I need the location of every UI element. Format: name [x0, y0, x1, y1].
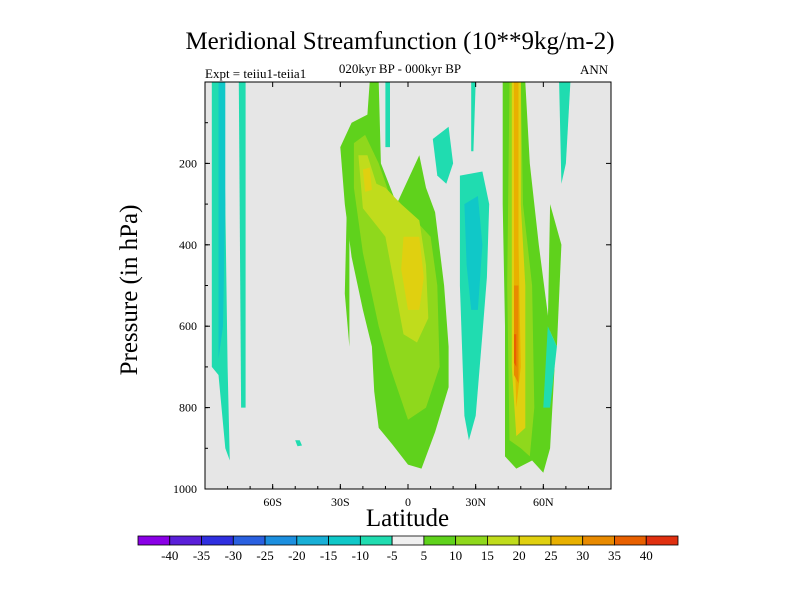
colorbar-box [614, 535, 647, 546]
colorbar-labels: -40 -35 -30 -25 -20 -15 -10 -5 5 10 15 20 25 30 35 40 [161, 548, 653, 563]
colorbar-box [328, 535, 361, 546]
contour-nh-side-5 [547, 204, 562, 347]
colorbar-box [582, 535, 615, 546]
contour-sh-small-blob [295, 440, 302, 447]
contour-nh-upper-thin [471, 82, 476, 152]
colorbar-label: -30 [225, 548, 242, 563]
colorbar-box [518, 535, 552, 546]
y-tick-label: 800 [179, 401, 197, 415]
y-tick-label: 1000 [173, 482, 197, 496]
contour-nh-polar-teal-2 [543, 326, 557, 408]
x-tick-label: 60S [263, 495, 282, 509]
colorbar-label: 10 [449, 548, 462, 563]
chart-subtitle: 020kyr BP - 000kyr BP [338, 61, 462, 76]
chart-title: Meridional Streamfunction (10**9kg/m-2) [185, 28, 615, 55]
colorbar-label: 40 [640, 548, 653, 563]
x-tick-label: 30N [465, 495, 486, 509]
y-axis-label: Pressure (in hPa) [116, 204, 143, 376]
colorbar-label: -5 [387, 548, 398, 563]
experiment-label: Expt = teiiu1-teiia1 [205, 66, 307, 81]
colorbar-box [137, 535, 171, 546]
colorbar-box [201, 535, 234, 546]
contour-nh-upper-teal [432, 126, 454, 184]
colorbar-label: 15 [481, 548, 494, 563]
contour-tropical-upper-teal [385, 82, 390, 148]
x-tick-label: 30S [331, 495, 350, 509]
colorbar-label: -10 [352, 548, 369, 563]
contour-tropical-outer [344, 196, 350, 347]
colorbar-box [391, 535, 425, 546]
y-tick-label: 600 [179, 319, 197, 333]
colorbar-label: -15 [320, 548, 337, 563]
contour-sh-polar-cell-thin [238, 82, 246, 408]
y-axis-ticks: 200 400 600 800 1000 [173, 122, 611, 496]
contour-tropical-20b [401, 236, 424, 310]
colorbar-box [359, 535, 393, 546]
colorbar-box [550, 535, 584, 546]
colorbar-box [645, 535, 679, 546]
colorbar-box [232, 535, 266, 546]
x-axis-ticks: 60S 30S 0 30N 60N [227, 82, 589, 509]
colorbar-label: 5 [421, 548, 428, 563]
contour-nh-polar-teal [559, 82, 571, 184]
colorbar-label: -20 [288, 548, 305, 563]
y-tick-label: 200 [179, 156, 197, 170]
colorbar-label: 20 [513, 548, 526, 563]
colorbar-box [296, 535, 329, 546]
contour-nh-mid-core [464, 196, 483, 310]
colorbar-label: 35 [608, 548, 621, 563]
y-tick-label: 400 [179, 238, 197, 252]
colorbar-box [169, 535, 202, 546]
contour-nh-ferrel-35 [514, 334, 517, 367]
contour-sh-polar-cell-core [218, 82, 226, 359]
contour-regions [211, 82, 571, 473]
x-axis-label: Latitude [365, 505, 450, 532]
colorbar-box [487, 535, 520, 546]
colorbar-box [455, 535, 488, 546]
colorbar-box [423, 535, 457, 546]
colorbar-box [264, 535, 298, 546]
colorbar-label: 30 [576, 548, 589, 563]
colorbar-label: -35 [193, 548, 210, 563]
x-tick-label: 60N [533, 495, 554, 509]
colorbar-boxes [137, 535, 679, 546]
season-label: ANN [580, 62, 609, 77]
colorbar-label: 25 [544, 548, 557, 563]
colorbar-label: -40 [161, 548, 178, 563]
x-tick-label: 0 [405, 495, 411, 509]
contour-tropical-20 [362, 167, 372, 192]
colorbar-label: -25 [256, 548, 273, 563]
